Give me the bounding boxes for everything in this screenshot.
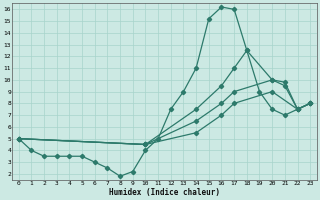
X-axis label: Humidex (Indice chaleur): Humidex (Indice chaleur): [109, 188, 220, 197]
